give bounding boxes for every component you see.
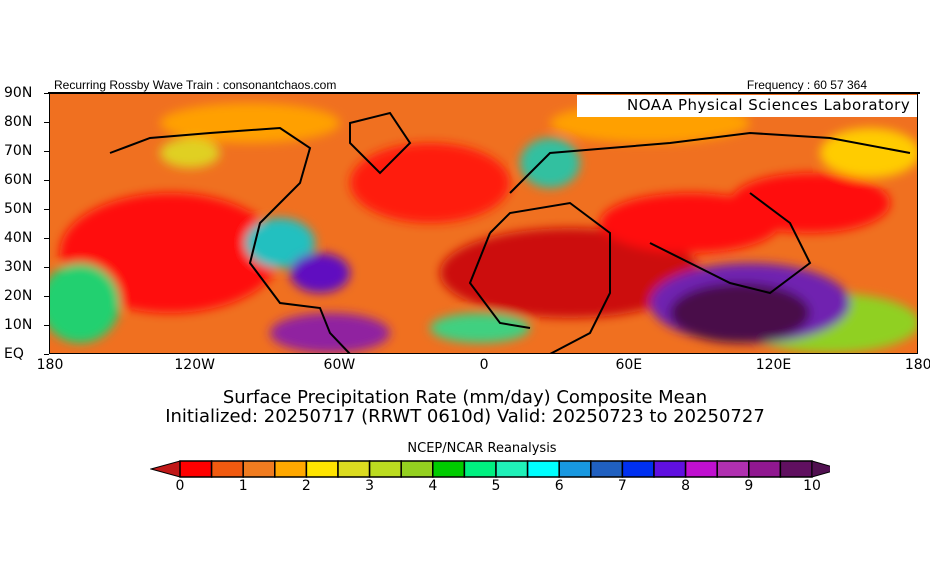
precip-region — [60, 193, 280, 313]
colorbar-label: 7 — [617, 478, 627, 494]
colorbar-box — [305, 460, 339, 478]
lon-label: 0 — [479, 357, 489, 373]
lon-label: 180 — [904, 357, 930, 373]
lon-label: 180 — [36, 357, 64, 373]
colorbar-box — [779, 460, 813, 478]
chart-title-line2: Initialized: 20250717 (RRWT 0610d) Valid… — [165, 406, 765, 427]
lon-label: 120W — [174, 357, 215, 373]
precip-region — [290, 253, 350, 293]
colorbar-box — [337, 460, 371, 478]
lat-label: 80N — [4, 114, 33, 130]
colorbar-label: 0 — [175, 478, 185, 494]
colorbar-box — [210, 460, 244, 478]
colorbar-box — [495, 460, 529, 478]
lat-tick — [44, 267, 49, 268]
coastlines — [109, 111, 911, 354]
lat-label: EQ — [4, 346, 24, 362]
colorbar-over-triangle — [811, 460, 830, 478]
colorbar-box — [432, 460, 466, 478]
lat-label: 20N — [4, 288, 33, 304]
lon-label: 60E — [615, 357, 643, 373]
lat-label: 90N — [4, 85, 33, 101]
colorbar-under-triangle — [150, 460, 181, 478]
colorbar-box — [400, 460, 434, 478]
lon-label: 60W — [323, 357, 356, 373]
precip-region — [50, 263, 120, 343]
lat-tick — [44, 354, 49, 355]
colorbar-label: 6 — [554, 478, 564, 494]
colorbar-label: 9 — [744, 478, 754, 494]
map-frame — [49, 93, 918, 354]
chart-title-line1: Surface Precipitation Rate (mm/day) Comp… — [222, 387, 708, 408]
lab-label: NOAA Physical Sciences Laboratory — [627, 96, 911, 114]
colorbar-label: 8 — [681, 478, 691, 494]
colorbar-box — [558, 460, 592, 478]
colorbar-box — [242, 460, 276, 478]
colorbar-label: 2 — [301, 478, 311, 494]
colorbar-label: 4 — [428, 478, 438, 494]
colorbar-box — [653, 460, 687, 478]
header-right: Frequency : 60 57 364 — [746, 78, 867, 92]
colorbar-box — [716, 460, 750, 478]
colorbar-title: NCEP/NCAR Reanalysis — [407, 441, 557, 456]
colorbar-box — [463, 460, 497, 478]
colorbar-box — [274, 460, 308, 478]
precip-region — [520, 138, 580, 188]
precip-region — [440, 228, 700, 318]
colorbar-box — [179, 460, 213, 478]
precip-region — [245, 218, 315, 268]
lat-tick — [44, 238, 49, 239]
lat-tick — [44, 209, 49, 210]
lat-label: 10N — [4, 317, 33, 333]
precip-region — [670, 283, 810, 343]
colorbar-box — [684, 460, 718, 478]
lat-tick — [44, 296, 49, 297]
precip-region — [730, 173, 890, 233]
colorbar-box — [621, 460, 655, 478]
colorbar-label: 5 — [491, 478, 501, 494]
precip-region — [430, 313, 530, 343]
colorbar-label: 10 — [803, 478, 821, 494]
lat-tick — [44, 325, 49, 326]
lat-tick — [44, 151, 49, 152]
lat-label: 70N — [4, 143, 33, 159]
lat-label: 40N — [4, 230, 33, 246]
lat-label: 50N — [4, 201, 33, 217]
lat-label: 60N — [4, 172, 33, 188]
colorbar-box — [526, 460, 560, 478]
colorbar-box — [590, 460, 624, 478]
colorbar-box — [368, 460, 402, 478]
lat-label: 30N — [4, 259, 33, 275]
lon-label: 120E — [755, 357, 792, 373]
precipitation-map — [50, 93, 918, 354]
colorbar-label: 3 — [365, 478, 375, 494]
colorbar-box — [748, 460, 782, 478]
precip-region — [160, 138, 220, 168]
lab-label-box — [577, 95, 917, 117]
lat-tick — [44, 122, 49, 123]
colorbar — [150, 460, 830, 478]
colorbar-label: 1 — [238, 478, 248, 494]
lat-tick — [44, 180, 49, 181]
lat-tick — [44, 93, 49, 94]
header-left: Recurring Rossby Wave Train : consonantc… — [54, 78, 337, 92]
